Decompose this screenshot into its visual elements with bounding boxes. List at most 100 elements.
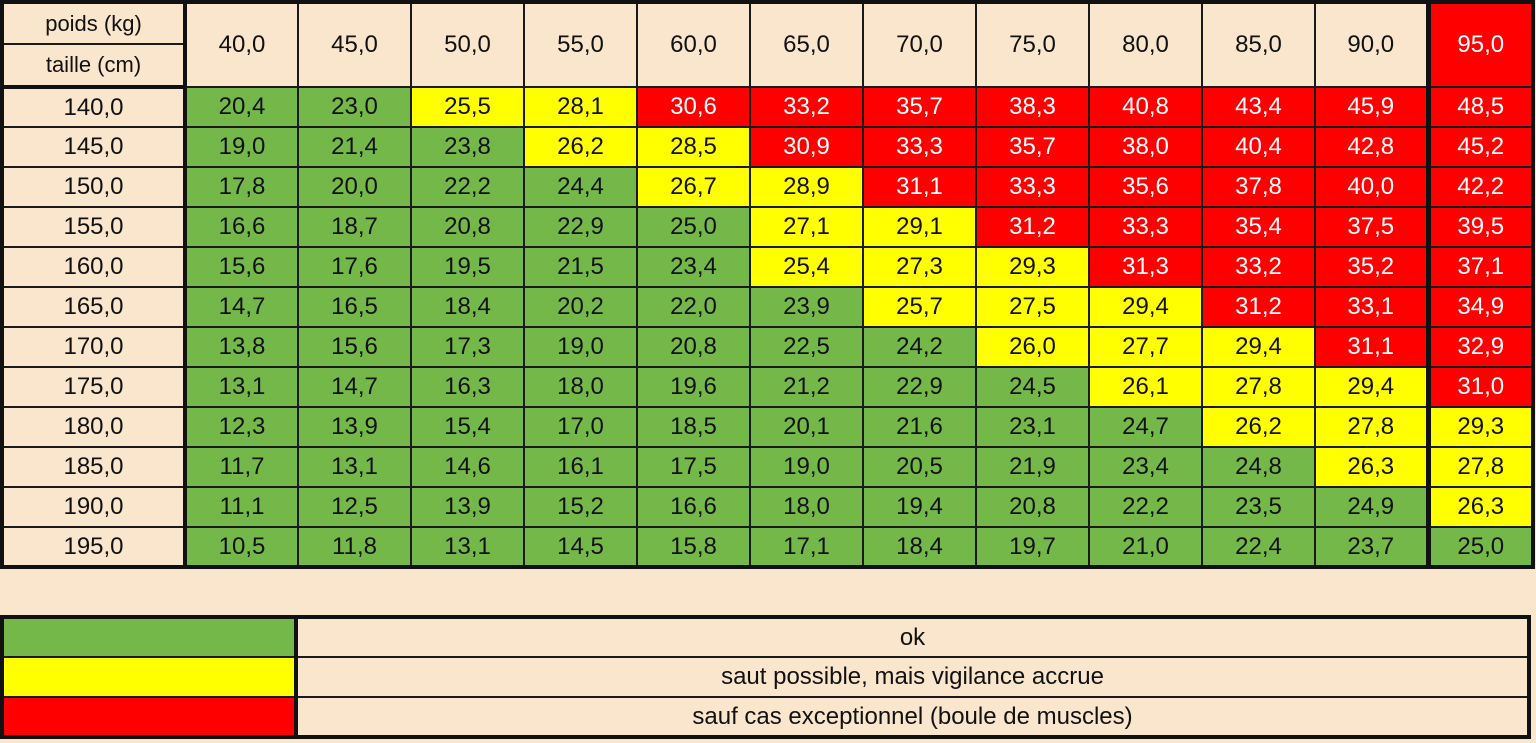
bmi-value-cell: 31,1 [1314, 326, 1429, 368]
weight-header-cell: 80,0 [1088, 1, 1203, 88]
bmi-value-cell: 21,0 [1088, 526, 1203, 568]
header-row-heights: taille (cm) [1, 43, 1533, 89]
bmi-value-cell: 23,8 [410, 126, 525, 168]
table-row: 185,0 11,7 13,1 14,6 16,1 17,5 19,0 20,5 21,9 23,… [1, 446, 1534, 488]
bmi-value-cell: 11,7 [184, 446, 299, 488]
bmi-value-cell: 17,1 [749, 526, 864, 568]
bmi-value-cell: 27,1 [749, 206, 864, 248]
bmi-table-body: poids (kg) 40,0 45,0 50,0 55,0 60,0 65,0 70,0 75… [1, 1, 1534, 568]
bmi-value-cell: 28,1 [523, 86, 638, 128]
bmi-value-cell: 34,9 [1425, 286, 1534, 328]
bmi-value-cell: 31,2 [975, 206, 1090, 248]
bmi-value-cell: 48,5 [1425, 86, 1534, 128]
bmi-value-cell: 22,9 [523, 206, 638, 248]
bmi-value-cell: 19,4 [862, 486, 977, 528]
weight-header-cell: 85,0 [1201, 1, 1316, 88]
bmi-value-cell: 23,4 [1088, 446, 1203, 488]
bmi-value-cell: 33,1 [1314, 286, 1429, 328]
bmi-value-cell: 30,9 [749, 126, 864, 168]
bmi-value-cell: 31,0 [1425, 366, 1534, 408]
bmi-value-cell: 27,8 [1425, 446, 1534, 488]
weight-header-cell: 70,0 [862, 1, 977, 88]
bmi-value-cell: 27,8 [1314, 406, 1429, 448]
bmi-value-cell: 24,8 [1201, 446, 1316, 488]
bmi-value-cell: 11,8 [297, 526, 412, 568]
bmi-value-cell: 11,1 [184, 486, 299, 528]
height-row-header: 170,0 [1, 326, 187, 368]
bmi-value-cell: 23,0 [297, 86, 412, 128]
bmi-value-cell: 19,0 [749, 446, 864, 488]
bmi-value-cell: 31,2 [1201, 286, 1316, 328]
bmi-value-cell: 19,6 [636, 366, 751, 408]
bmi-value-cell: 24,7 [1088, 406, 1203, 448]
height-row-header: 145,0 [1, 126, 187, 168]
bmi-value-cell: 21,9 [975, 446, 1090, 488]
bmi-value-cell: 45,2 [1425, 126, 1534, 168]
bmi-value-cell: 39,5 [1425, 206, 1534, 248]
bmi-value-cell: 18,0 [523, 366, 638, 408]
bmi-value-cell: 29,4 [1201, 326, 1316, 368]
height-row-header: 140,0 [1, 86, 187, 128]
bmi-value-cell: 23,1 [975, 406, 1090, 448]
weight-header-cell: 45,0 [297, 1, 412, 88]
table-row: 165,0 14,7 16,5 18,4 20,2 22,0 23,9 25,7 27,5 29,… [1, 286, 1534, 328]
legend-label: sauf cas exceptionnel (boule de muscles) [295, 696, 1530, 738]
bmi-value-cell: 20,8 [636, 326, 751, 368]
bmi-value-cell: 13,9 [297, 406, 412, 448]
bmi-value-cell: 18,5 [636, 406, 751, 448]
bmi-value-cell: 35,6 [1088, 166, 1203, 208]
height-row-header: 155,0 [1, 206, 187, 248]
bmi-value-cell: 23,5 [1201, 486, 1316, 528]
table-row: 190,0 11,1 12,5 13,9 15,2 16,6 18,0 19,4 20,8 22,… [1, 486, 1534, 528]
bmi-value-cell: 27,7 [1088, 326, 1203, 368]
bmi-value-cell: 26,2 [1201, 406, 1316, 448]
header-row-weights: poids (kg) 40,0 45,0 50,0 55,0 60,0 65,0 70,0 75… [1, 1, 1534, 88]
bmi-value-cell: 18,0 [749, 486, 864, 528]
legend-row: saut possible, mais vigilance accrue [1, 656, 1530, 698]
bmi-value-cell: 42,2 [1425, 166, 1534, 208]
bmi-value-cell: 22,2 [1088, 486, 1203, 528]
legend-swatch [1, 696, 298, 738]
bmi-value-cell: 25,0 [1425, 526, 1534, 568]
height-row-header: 150,0 [1, 166, 187, 208]
bmi-value-cell: 22,9 [862, 366, 977, 408]
bmi-value-cell: 29,3 [1425, 406, 1534, 448]
bmi-value-cell: 40,0 [1314, 166, 1429, 208]
height-row-header: 195,0 [1, 526, 187, 568]
height-row-header: 190,0 [1, 486, 187, 528]
bmi-value-cell: 20,8 [975, 486, 1090, 528]
bmi-value-cell: 17,0 [523, 406, 638, 448]
bmi-value-cell: 10,5 [184, 526, 299, 568]
bmi-value-cell: 13,8 [184, 326, 299, 368]
legend-row: sauf cas exceptionnel (boule de muscles) [1, 696, 1530, 738]
bmi-value-cell: 22,4 [1201, 526, 1316, 568]
bmi-value-cell: 37,1 [1425, 246, 1534, 288]
bmi-value-cell: 20,4 [184, 86, 299, 128]
bmi-value-cell: 15,6 [184, 246, 299, 288]
bmi-value-cell: 28,9 [749, 166, 864, 208]
bmi-value-cell: 14,7 [184, 286, 299, 328]
bmi-value-cell: 33,3 [1088, 206, 1203, 248]
bmi-value-cell: 27,5 [975, 286, 1090, 328]
bmi-value-cell: 33,2 [749, 86, 864, 128]
bmi-value-cell: 16,5 [297, 286, 412, 328]
table-row: 180,0 12,3 13,9 15,4 17,0 18,5 20,1 21,6 23,1 24,… [1, 406, 1534, 448]
bmi-value-cell: 18,4 [410, 286, 525, 328]
bmi-value-cell: 22,5 [749, 326, 864, 368]
bmi-value-cell: 25,5 [410, 86, 525, 128]
bmi-value-cell: 24,4 [523, 166, 638, 208]
bmi-value-cell: 37,5 [1314, 206, 1429, 248]
bmi-value-cell: 26,7 [636, 166, 751, 208]
bmi-value-cell: 21,5 [523, 246, 638, 288]
height-axis-label: taille (cm) [1, 43, 187, 89]
bmi-value-cell: 24,9 [1314, 486, 1429, 528]
bmi-value-cell: 16,6 [184, 206, 299, 248]
bmi-value-cell: 20,0 [297, 166, 412, 208]
bmi-value-cell: 35,2 [1314, 246, 1429, 288]
bmi-value-cell: 26,1 [1088, 366, 1203, 408]
table-row: 145,0 19,0 21,4 23,8 26,2 28,5 30,9 33,3 35,7 38,… [1, 126, 1534, 168]
bmi-value-cell: 33,3 [975, 166, 1090, 208]
weight-header-cell: 75,0 [975, 1, 1090, 88]
weight-header-cell: 95,0 [1425, 1, 1534, 88]
legend-label: saut possible, mais vigilance accrue [295, 656, 1530, 698]
